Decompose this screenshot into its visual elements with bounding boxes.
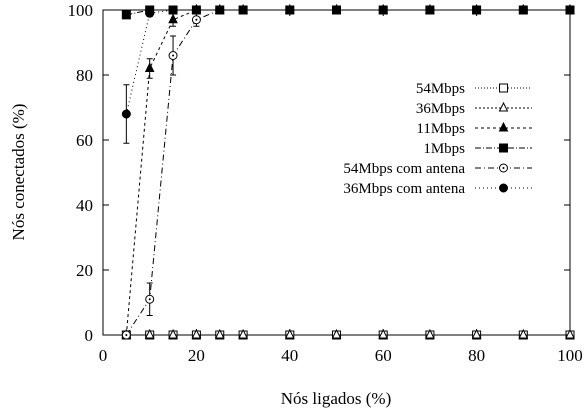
marker-dot bbox=[125, 334, 128, 336]
data-point-marker bbox=[499, 183, 508, 193]
legend-entry: 54Mbps com antena bbox=[343, 161, 532, 177]
marker-dot bbox=[172, 54, 175, 57]
data-point-marker bbox=[425, 5, 435, 15]
series-layer bbox=[121, 3, 575, 340]
marker-dot bbox=[502, 167, 505, 169]
data-point-marker bbox=[331, 328, 342, 339]
legend-label: 54Mbps bbox=[416, 81, 465, 97]
data-point-marker bbox=[238, 5, 248, 15]
y-axis-label: Nós conectados (%) bbox=[9, 104, 28, 241]
legend-entry: 54Mbps bbox=[416, 81, 532, 97]
data-point-marker bbox=[121, 109, 131, 119]
data-point-marker bbox=[191, 5, 201, 15]
data-point-marker bbox=[144, 328, 155, 339]
data-point-marker bbox=[168, 328, 178, 339]
data-point-marker bbox=[378, 5, 388, 15]
data-point-marker bbox=[191, 15, 201, 25]
data-point-marker bbox=[144, 62, 155, 72]
x-tick-label: 60 bbox=[375, 346, 392, 365]
data-point-marker bbox=[121, 10, 131, 20]
y-tick-label: 20 bbox=[76, 261, 93, 280]
x-tick-label: 100 bbox=[557, 346, 583, 365]
legend-label: 1Mbps bbox=[423, 141, 465, 157]
data-point-marker bbox=[285, 5, 295, 15]
data-point-marker bbox=[168, 13, 178, 24]
series-4 bbox=[121, 5, 575, 20]
data-point-marker bbox=[565, 328, 575, 339]
y-tick-label: 80 bbox=[76, 66, 93, 85]
data-point-marker bbox=[499, 83, 508, 93]
data-point-marker bbox=[498, 121, 509, 132]
data-point-marker bbox=[499, 143, 508, 153]
legend-label: 54Mbps com antena bbox=[343, 161, 465, 177]
data-point-marker bbox=[498, 101, 509, 112]
data-point-marker bbox=[471, 328, 482, 339]
data-point-marker bbox=[518, 5, 528, 15]
series-6 bbox=[121, 5, 575, 144]
x-tick-label: 40 bbox=[281, 346, 298, 365]
legend: 54Mbps 36Mbps 11Mbps 1Mbps 54Mbps com antena… bbox=[343, 81, 532, 197]
data-point-marker bbox=[191, 328, 202, 339]
legend-entry: 1Mbps bbox=[423, 141, 532, 157]
legend-label: 36Mbps bbox=[416, 101, 465, 117]
x-axis-label: Nós ligados (%) bbox=[281, 389, 391, 408]
data-point-marker bbox=[518, 328, 529, 339]
axis-ticks: 0 20 40 60 80 100 0 20 40 60 80 100 bbox=[68, 1, 583, 365]
y-tick-label: 40 bbox=[76, 196, 93, 215]
data-point-marker bbox=[425, 328, 435, 339]
marker-dot bbox=[195, 18, 198, 21]
data-point-marker bbox=[215, 5, 225, 15]
data-point-marker bbox=[472, 5, 482, 15]
data-point-marker bbox=[214, 328, 225, 339]
data-point-marker bbox=[145, 294, 155, 304]
data-point-marker bbox=[332, 5, 341, 15]
y-tick-label: 0 bbox=[85, 326, 94, 345]
legend-label: 11Mbps bbox=[416, 121, 465, 137]
series-2 bbox=[121, 328, 575, 339]
legend-entry: 11Mbps bbox=[416, 121, 532, 137]
x-tick-label: 0 bbox=[99, 346, 108, 365]
y-tick-label: 100 bbox=[68, 1, 94, 20]
legend-entry: 36Mbps com antena bbox=[343, 181, 532, 197]
data-point-marker bbox=[145, 8, 155, 18]
x-tick-label: 20 bbox=[188, 346, 205, 365]
legend-label: 36Mbps com antena bbox=[343, 181, 465, 197]
data-point-marker bbox=[378, 328, 389, 339]
data-point-marker bbox=[121, 330, 131, 340]
data-point-marker bbox=[168, 51, 178, 60]
marker-dot bbox=[148, 298, 151, 301]
series-line bbox=[125, 9, 570, 115]
data-point-marker bbox=[499, 163, 508, 173]
data-point-marker bbox=[565, 5, 575, 15]
data-point-marker bbox=[284, 328, 295, 339]
x-tick-label: 80 bbox=[468, 346, 485, 365]
data-point-marker bbox=[168, 5, 178, 15]
legend-entry: 36Mbps bbox=[416, 101, 532, 117]
y-tick-label: 60 bbox=[76, 131, 93, 150]
data-point-marker bbox=[238, 328, 248, 339]
